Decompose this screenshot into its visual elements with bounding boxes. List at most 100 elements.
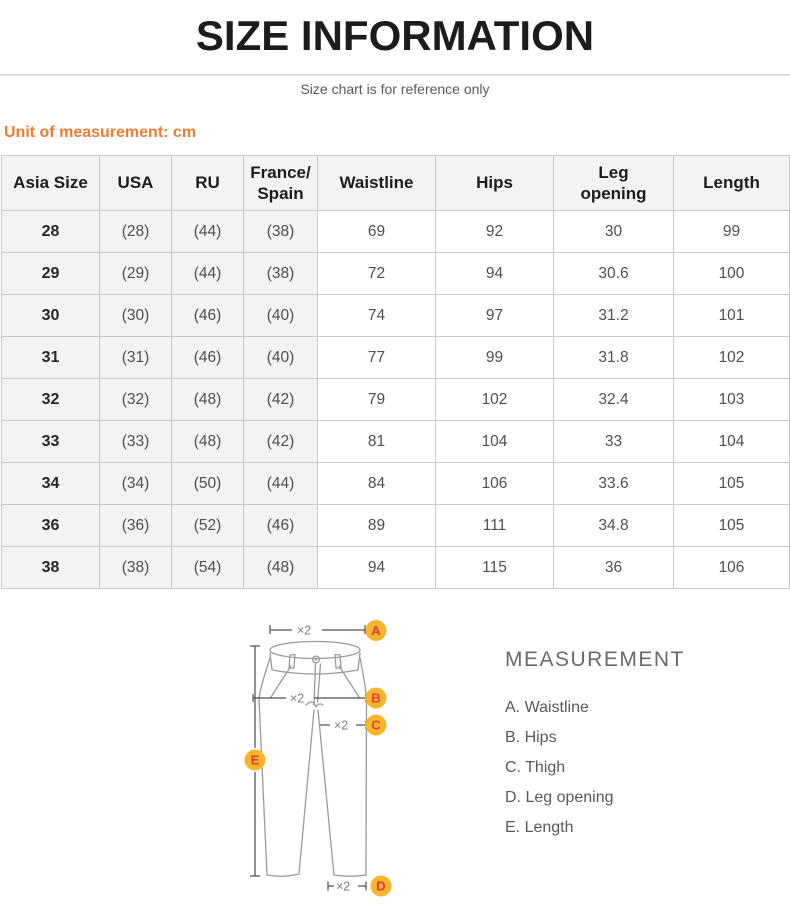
legend-item: E. Length [505,819,574,836]
marker-a-badge: A [365,620,387,641]
legend-item: A. Waistline [505,699,589,716]
size-value-cell: 94 [317,546,436,589]
marker-e-letter: E [251,753,260,768]
size-value-cell: 92 [435,210,554,253]
table-row: 30 (30) (46) (40) 74 97 31.2 101 [1,294,790,337]
measurement-heading: MEASUREMENT [505,648,685,671]
marker-d-letter: D [376,879,385,894]
size-value-cell: (28) [99,210,172,253]
size-value-cell: (48) [171,378,244,421]
size-value-cell: 79 [317,378,436,421]
size-value-cell: 77 [317,336,436,379]
crotch-curve [305,701,324,708]
table-row: 34 (34) (50) (44) 84 106 33.6 105 [1,462,790,505]
size-value-cell: (44) [171,210,244,253]
thigh-measure-line: ×2 [320,719,367,733]
size-value-cell: (38) [243,252,318,295]
table-row: 31 (31) (46) (40) 77 99 31.8 102 [1,336,790,379]
size-value-cell: 99 [673,210,790,253]
size-value-cell: 89 [317,504,436,547]
size-value-cell: (48) [171,420,244,463]
column-header: Length [673,155,790,211]
asia-size-cell: 30 [1,294,100,337]
size-value-cell: 102 [673,336,790,379]
thigh-x2-label: ×2 [334,719,348,733]
fly-line [313,662,317,706]
size-value-cell: 105 [673,504,790,547]
asia-size-cell: 38 [1,546,100,589]
asia-size-cell: 36 [1,504,100,547]
leg-opening-x2-label: ×2 [336,880,350,894]
size-value-cell: 111 [435,504,554,547]
waist-x2-label: ×2 [297,624,311,638]
belt-loop-right [334,653,342,669]
marker-e-badge: E [244,749,266,771]
size-value-cell: (44) [243,462,318,505]
size-value-cell: 31.2 [553,294,674,337]
legend-item: B. Hips [505,729,557,746]
length-measure-line [250,645,260,877]
size-value-cell: 32.4 [553,378,674,421]
size-value-cell: 105 [673,462,790,505]
pocket-left [270,665,292,698]
legend-item: D. Leg opening [505,789,614,806]
hips-measure-line: ×2 [252,692,367,706]
marker-c-letter: C [371,718,381,733]
size-value-cell: (50) [171,462,244,505]
size-value-cell: 31.8 [553,336,674,379]
pants-outline [258,640,368,877]
legend-item: C. Thigh [505,759,566,776]
size-table-body: 28 (28) (44) (38) 69 92 30 99 29 (29) (44) (38) 72 94… [1,210,790,589]
column-header: Asia Size [1,155,100,211]
hips-x2-label: ×2 [290,692,304,706]
page-subtitle: Size chart is for reference only [300,81,490,97]
header-row: Asia Size USA RU France/ Spain Waistline Hips… [1,155,790,211]
title-divider [0,74,790,76]
size-value-cell: 94 [435,252,554,295]
size-value-cell: (29) [99,252,172,295]
marker-b-badge: B [365,687,387,709]
pocket-right [338,665,360,698]
size-value-cell: (40) [243,336,318,379]
size-value-cell: (52) [171,504,244,547]
leg-opening-measure-line: ×2 [327,880,367,894]
size-value-cell: 100 [673,252,790,295]
size-value-cell: (32) [99,378,172,421]
size-table: Asia Size USA RU France/ Spain Waistline Hips… [1,155,790,589]
size-value-cell: 101 [673,294,790,337]
size-value-cell: 97 [435,294,554,337]
size-value-cell: 30 [553,210,674,253]
table-row: 32 (32) (48) (42) 79 102 32.4 103 [1,378,790,421]
size-value-cell: 74 [317,294,436,337]
pants-measurement-diagram: ×2 [244,620,392,897]
size-value-cell: 69 [317,210,436,253]
fly-line-2 [316,663,322,703]
marker-d-badge: D [370,875,392,897]
measurement-diagram-section: ×2 [0,600,790,906]
size-value-cell: (46) [243,504,318,547]
size-value-cell: (33) [99,420,172,463]
size-value-cell: (36) [99,504,172,547]
page-title: SIZE INFORMATION [195,12,595,59]
column-header: Hips [435,155,554,211]
asia-size-cell: 33 [1,420,100,463]
asia-size-cell: 29 [1,252,100,295]
belt-loop-left [288,653,296,669]
size-value-cell: 106 [435,462,554,505]
asia-size-cell: 32 [1,378,100,421]
size-value-cell: (31) [99,336,172,379]
asia-size-cell: 34 [1,462,100,505]
table-row: 36 (36) (52) (46) 89 111 34.8 105 [1,504,790,547]
size-value-cell: (44) [171,252,244,295]
size-value-cell: 84 [317,462,436,505]
marker-c-badge: C [365,714,387,736]
size-value-cell: 33.6 [553,462,674,505]
size-table-header: Asia Size USA RU France/ Spain Waistline Hips… [1,155,790,211]
column-header: Leg opening [553,155,674,211]
waistline-measure-line: ×2 [269,624,366,638]
size-value-cell: 99 [435,336,554,379]
size-value-cell: (30) [99,294,172,337]
size-value-cell: 81 [317,420,436,463]
asia-size-cell: 28 [1,210,100,253]
